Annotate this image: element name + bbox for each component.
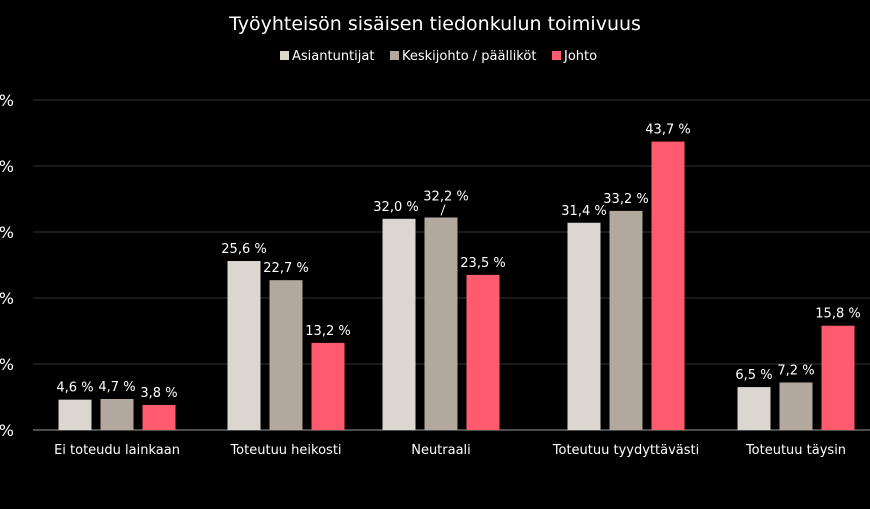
x-axis: Ei toteudu lainkaan Toteutuu heikosti Neut… (54, 443, 846, 458)
bar (651, 141, 685, 430)
data-label: 25,6 % (221, 242, 266, 257)
y-axis: %%%%%% (0, 91, 14, 440)
bar (269, 280, 303, 430)
bar (424, 217, 458, 430)
category-label: Neutraali (411, 443, 471, 458)
data-label: 3,8 % (140, 386, 177, 401)
data-label: 22,7 % (263, 261, 308, 276)
bar (142, 404, 176, 430)
bar (58, 399, 92, 430)
data-label: 32,2 % (423, 189, 468, 204)
data-label: 32,0 % (373, 200, 418, 215)
data-label: 13,2 % (305, 324, 350, 339)
y-tick-label: % (0, 355, 14, 374)
bar (737, 387, 771, 430)
label-leader-line (440, 204, 446, 216)
legend-swatch (552, 51, 561, 60)
bars: 4,6 % 4,7 % 3,8 % 25,6 % 22,7 % 13,2 % 32,0 % 3… (56, 123, 861, 430)
category-label: Toteutuu täysin (745, 443, 846, 458)
data-label: 6,5 % (735, 368, 772, 383)
y-tick-label: % (0, 289, 14, 308)
chart-title: Työyhteisön sisäisen tiedonkulun toimivu… (228, 13, 641, 35)
legend-label: Johto (563, 49, 597, 64)
category-label: Toteutuu tyydyttävästi (552, 443, 699, 458)
legend-label: Asiantuntijat (292, 49, 374, 64)
bar (311, 342, 345, 430)
y-tick-label: % (0, 91, 14, 110)
legend: Asiantuntijat Keskijohto / päälliköt Johto (280, 49, 597, 64)
legend-swatch (390, 51, 399, 60)
bar (609, 210, 643, 430)
data-label: 43,7 % (645, 123, 690, 138)
data-label: 31,4 % (561, 204, 606, 219)
data-label: 4,7 % (98, 380, 135, 395)
bar (382, 218, 416, 430)
category-label: Toteutuu heikosti (229, 443, 341, 458)
data-label: 23,5 % (460, 256, 505, 271)
y-tick-label: % (0, 157, 14, 176)
bar (100, 398, 134, 430)
data-label: 7,2 % (777, 363, 814, 378)
data-label: 15,8 % (815, 307, 860, 322)
y-tick-label: % (0, 421, 14, 440)
bar (821, 325, 855, 430)
legend-swatch (280, 51, 289, 60)
bar (466, 274, 500, 430)
legend-label: Keskijohto / päälliköt (402, 49, 536, 64)
data-label: 33,2 % (603, 192, 648, 207)
y-tick-label: % (0, 223, 14, 242)
category-label: Ei toteudu lainkaan (54, 443, 180, 458)
bar (567, 222, 601, 430)
bar (227, 261, 261, 430)
data-label: 4,6 % (56, 381, 93, 396)
bar (779, 382, 813, 430)
